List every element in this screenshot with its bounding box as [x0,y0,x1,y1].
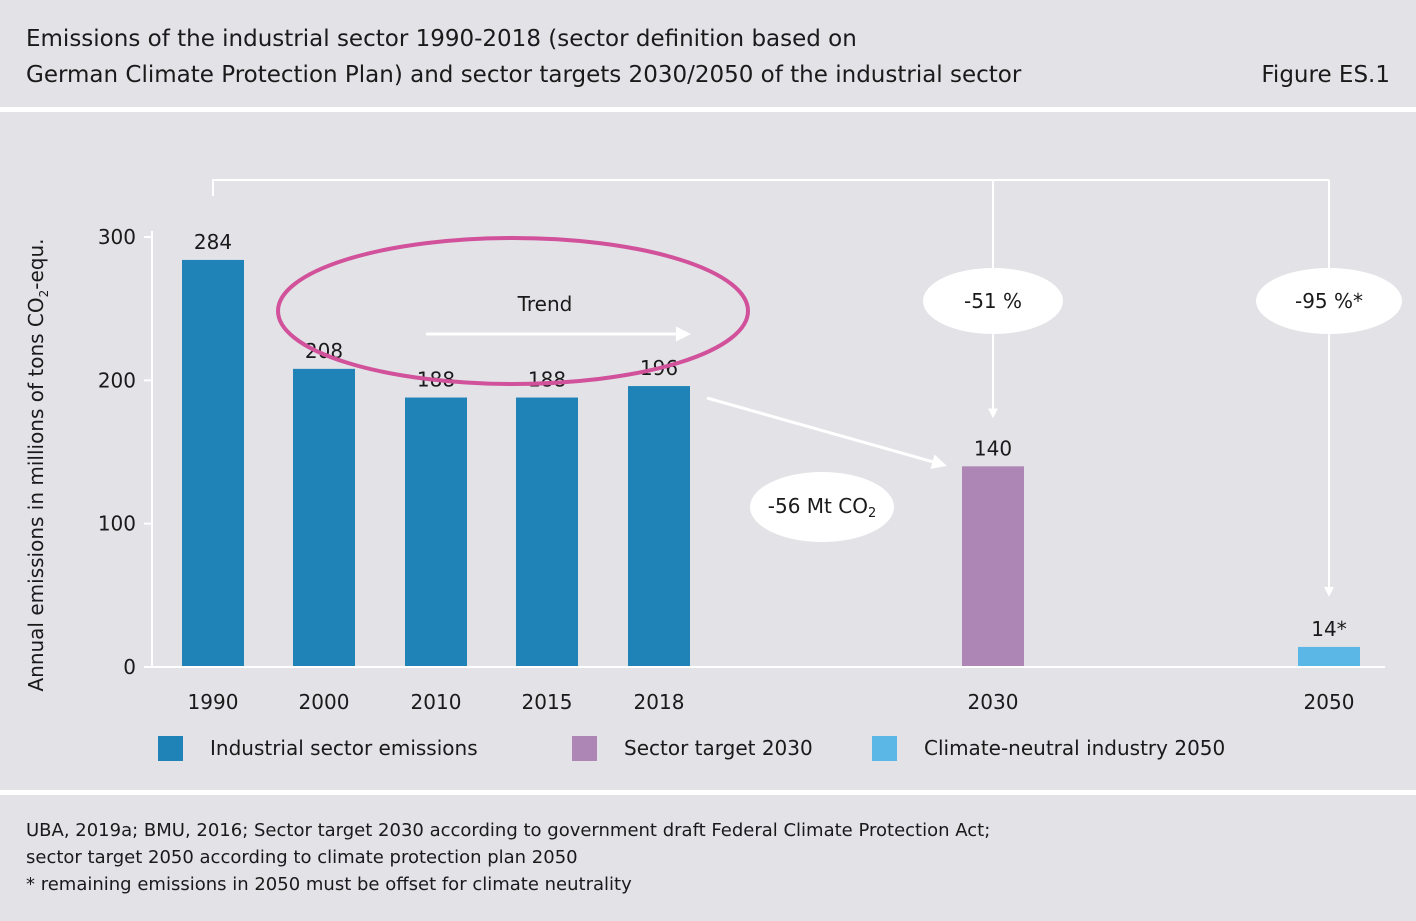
source-footer: UBA, 2019a; BMU, 2016; Sector target 203… [0,795,1416,921]
y-tick-label-0: 0 [123,655,136,679]
annotations-group: -51 % -95 %* Trend -56 Mt CO2 [276,236,1402,542]
axes-group: 1990 2000 2010 2015 2018 2030 2050 0 100 200 300 An… [24,225,1385,714]
trend-ellipse [276,236,750,386]
bar-1990 [182,259,244,667]
x-tick-label-2018: 2018 [634,690,685,714]
x-tick-label-2010: 2010 [411,690,462,714]
value-label-2050: 14* [1311,617,1346,641]
legend-group: Industrial sector emissions Sector target… [158,736,1225,761]
y-tick-label-200: 200 [98,368,136,392]
figure-number: Figure ES.1 [1261,62,1390,88]
trend-label: Trend [517,292,573,316]
x-tick-label-2015: 2015 [522,690,573,714]
legend-label-3: Climate-neutral industry 2050 [924,736,1225,760]
x-tick-label-1990: 1990 [188,690,239,714]
gap-arrow [706,396,947,469]
bar-2050 [1298,646,1360,667]
y-axis-title: Annual emissions in millions of tons CO2… [24,238,51,691]
gap-label: -56 Mt CO2 [768,494,876,521]
legend-swatch-2 [572,736,597,761]
legend-swatch-1 [158,736,183,761]
value-label-1990: 284 [194,230,232,254]
source-note-line-2: sector target 2050 according to climate … [26,847,578,868]
bar-2015 [516,397,578,667]
x-tick-label-2030: 2030 [968,690,1019,714]
reduction-2050-label: -95 %* [1295,289,1363,313]
chart-panel: 284 208 188 188 196 140 14* 1990 2000 2010 2015 20… [0,112,1416,790]
bracket-line [212,179,1329,196]
gap-oval [750,472,894,542]
x-tick-label-2050: 2050 [1304,690,1355,714]
value-label-2030: 140 [974,436,1012,460]
header-band: Emissions of the industrial sector 1990-… [0,0,1416,107]
footnote-offset: * remaining emissions in 2050 must be of… [26,874,632,895]
value-label-2015: 188 [528,368,566,392]
chart-title-line-1: Emissions of the industrial sector 1990-… [26,26,857,52]
x-tick-label-2000: 2000 [299,690,350,714]
chart-title-line-2: German Climate Protection Plan) and sect… [26,62,1022,88]
y-tick-label-100: 100 [98,512,136,536]
reduction-2050-oval [1256,268,1402,334]
legend-swatch-3 [872,736,897,761]
bar-2000 [293,368,355,667]
bar-2030 [962,466,1024,667]
legend-label-2: Sector target 2030 [624,736,813,760]
reduction-2030-oval [923,268,1063,334]
reduction-2030-label: -51 % [964,289,1022,313]
legend-label-1: Industrial sector emissions [210,736,478,760]
bar-2010 [405,397,467,667]
bars-group [182,259,1360,667]
bar-2018 [628,386,690,667]
source-note-line-1: UBA, 2019a; BMU, 2016; Sector target 203… [26,820,991,841]
target-connectors [212,179,1334,597]
y-tick-label-300: 300 [98,225,136,249]
